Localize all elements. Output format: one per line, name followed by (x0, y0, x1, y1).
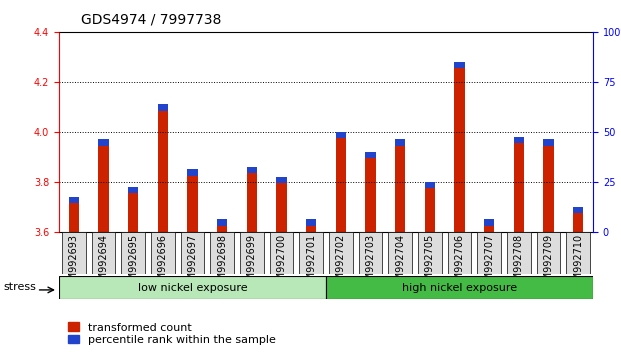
FancyBboxPatch shape (121, 232, 145, 274)
Text: stress: stress (3, 282, 36, 292)
Text: GSM992709: GSM992709 (543, 234, 553, 293)
Bar (98, 139, 109, 232)
FancyBboxPatch shape (448, 232, 471, 274)
Bar (395, 139, 406, 232)
Bar (573, 207, 583, 213)
FancyBboxPatch shape (151, 232, 175, 274)
Bar (158, 104, 168, 110)
Text: GDS4974 / 7997738: GDS4974 / 7997738 (81, 12, 221, 27)
Bar (365, 152, 376, 158)
Bar (484, 219, 494, 225)
Bar (276, 177, 287, 183)
FancyBboxPatch shape (566, 232, 590, 274)
Bar (158, 104, 168, 232)
FancyBboxPatch shape (359, 232, 383, 274)
Bar (306, 219, 316, 225)
FancyBboxPatch shape (92, 232, 116, 274)
Legend: transformed count, percentile rank within the sample: transformed count, percentile rank withi… (68, 322, 276, 345)
Text: GSM992707: GSM992707 (484, 234, 494, 293)
Text: high nickel exposure: high nickel exposure (402, 282, 517, 293)
FancyBboxPatch shape (537, 232, 560, 274)
Bar (336, 132, 346, 138)
Text: GSM992697: GSM992697 (188, 234, 197, 293)
Text: GSM992701: GSM992701 (306, 234, 316, 293)
Text: GSM992699: GSM992699 (247, 234, 257, 293)
Bar (69, 197, 79, 232)
Bar (188, 169, 197, 176)
Bar (336, 132, 346, 232)
Bar (365, 152, 376, 232)
Bar (217, 219, 227, 232)
Text: GSM992706: GSM992706 (455, 234, 465, 293)
Bar (217, 219, 227, 225)
Bar (573, 207, 583, 232)
FancyBboxPatch shape (59, 276, 326, 299)
FancyBboxPatch shape (478, 232, 501, 274)
FancyBboxPatch shape (388, 232, 412, 274)
Bar (425, 182, 435, 232)
Bar (514, 137, 524, 143)
Text: GSM992696: GSM992696 (158, 234, 168, 293)
Bar (128, 187, 138, 232)
Bar (69, 197, 79, 203)
Bar (484, 219, 494, 232)
Bar (395, 139, 406, 145)
Text: GSM992710: GSM992710 (573, 234, 583, 293)
FancyBboxPatch shape (299, 232, 323, 274)
FancyBboxPatch shape (240, 232, 264, 274)
Bar (425, 182, 435, 188)
Bar (455, 62, 465, 68)
Text: GSM992703: GSM992703 (366, 234, 376, 293)
Text: low nickel exposure: low nickel exposure (138, 282, 247, 293)
Bar (455, 62, 465, 232)
Bar (543, 139, 554, 232)
Bar (188, 169, 197, 232)
Text: GSM992700: GSM992700 (276, 234, 286, 293)
Bar (247, 167, 257, 232)
FancyBboxPatch shape (418, 232, 442, 274)
FancyBboxPatch shape (181, 232, 204, 274)
Text: GSM992705: GSM992705 (425, 234, 435, 293)
FancyBboxPatch shape (270, 232, 293, 274)
FancyBboxPatch shape (329, 232, 353, 274)
Text: GSM992702: GSM992702 (336, 234, 346, 293)
FancyBboxPatch shape (211, 232, 234, 274)
FancyBboxPatch shape (507, 232, 531, 274)
Text: GSM992708: GSM992708 (514, 234, 524, 293)
Bar (247, 167, 257, 173)
Text: GSM992694: GSM992694 (99, 234, 109, 293)
Text: GSM992693: GSM992693 (69, 234, 79, 293)
Bar (543, 139, 554, 145)
Bar (98, 139, 109, 145)
Bar (306, 219, 316, 232)
Text: GSM992698: GSM992698 (217, 234, 227, 293)
FancyBboxPatch shape (62, 232, 86, 274)
Bar (276, 177, 287, 232)
Bar (514, 137, 524, 232)
Text: GSM992704: GSM992704 (395, 234, 405, 293)
FancyBboxPatch shape (326, 276, 593, 299)
Bar (128, 187, 138, 193)
Text: GSM992695: GSM992695 (128, 234, 138, 293)
